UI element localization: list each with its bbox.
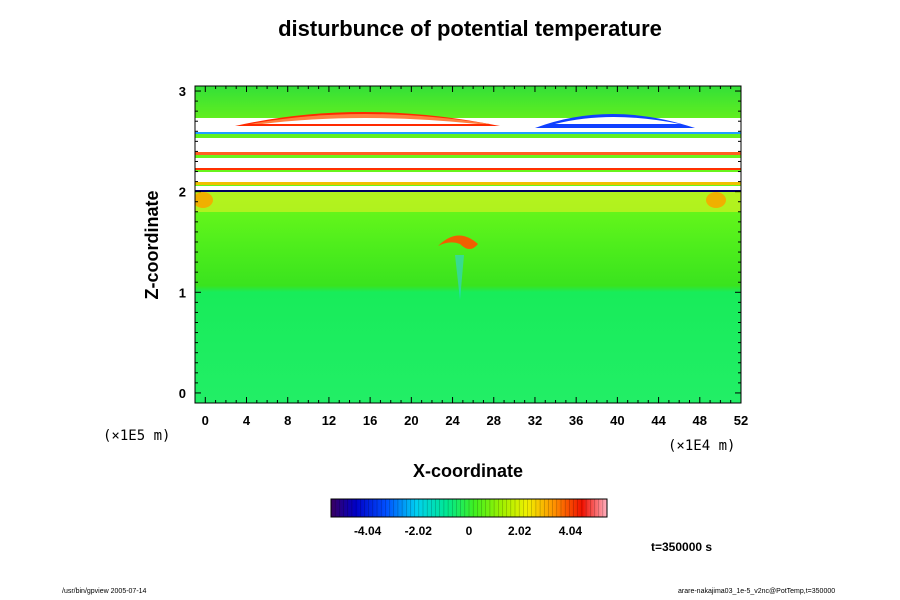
x-tick-label: 4: [243, 413, 251, 428]
heatmap-field: [195, 86, 741, 403]
x-tick-label: 20: [404, 413, 418, 428]
footer-left: /usr/bin/gpview 2005-07-14: [62, 588, 147, 595]
thermal-plume: [455, 255, 464, 300]
x-tick-label: 0: [202, 413, 209, 428]
x-axis-title: X-coordinate: [413, 461, 523, 481]
colorbar-tick-label: 0: [466, 524, 473, 538]
top-white-band-4: [195, 172, 741, 182]
y-tick-label: 0: [179, 386, 186, 401]
x-tick-label: 8: [284, 413, 291, 428]
stripe-3: [195, 168, 741, 170]
warm-arch-inner: [262, 118, 478, 124]
warm-spot-right: [706, 192, 726, 208]
stripe-5: [195, 190, 741, 192]
x-tick-label: 28: [487, 413, 501, 428]
footer-right: arare-nakajima03_1e-5_v2nc@PotTemp,t=350…: [678, 588, 836, 595]
colorbar-tick-label: -4.04: [354, 524, 382, 538]
x-tick-label: 24: [445, 413, 460, 428]
x-tick-label: 40: [610, 413, 624, 428]
x-tick-label: 52: [734, 413, 748, 428]
x-tick-label: 16: [363, 413, 377, 428]
top-white-band-2: [195, 138, 741, 152]
chart-title: disturbunce of potential temperature: [278, 16, 662, 41]
y-axis-unit: (×1E5 m): [103, 428, 170, 444]
y-tick-label: 3: [179, 84, 186, 99]
time-label: t=350000 s: [651, 540, 713, 554]
y-axis-title: Z-coordinate: [142, 190, 162, 299]
x-tick-label: 12: [322, 413, 336, 428]
top-white-band-5: [195, 186, 741, 190]
colorbar-tick-label: 4.04: [559, 524, 583, 538]
colorbar-ticks: -4.04 -2.02 0 2.02 4.04: [335, 499, 603, 538]
x-axis-ticks: 0 4 8 12 16 20 24 28 32 36 40 44 48 52: [202, 86, 748, 428]
x-tick-label: 48: [693, 413, 707, 428]
warm-band: [195, 190, 741, 212]
y-tick-label: 2: [179, 185, 186, 200]
plot-frame: [194, 85, 742, 404]
x-axis-unit: (×1E4 m): [668, 438, 735, 454]
top-white-band-3: [195, 158, 741, 168]
stripe-4: [195, 182, 741, 185]
colorbar-tick-label: -2.02: [405, 524, 433, 538]
cool-arch-inner: [555, 117, 680, 124]
colorbar-tick-label: 2.02: [508, 524, 532, 538]
stripe-2: [195, 152, 741, 155]
y-axis-ticks: 0 1 2 3: [179, 84, 741, 401]
warm-spot-left: [195, 192, 213, 208]
x-tick-label: 36: [569, 413, 583, 428]
x-tick-label: 44: [651, 413, 666, 428]
x-tick-label: 32: [528, 413, 542, 428]
y-tick-label: 1: [179, 285, 186, 300]
stripe-1: [195, 132, 741, 134]
thermal-bubble: [438, 235, 478, 249]
